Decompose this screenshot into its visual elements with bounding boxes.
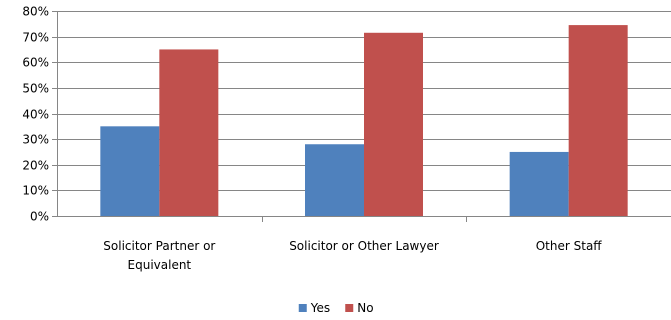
bars [100, 25, 628, 216]
legend-label-no: No [357, 301, 373, 315]
category-label: Solicitor Partner or [103, 239, 215, 253]
category-label: Solicitor or Other Lawyer [289, 239, 439, 253]
legend-label-yes: Yes [310, 301, 330, 315]
bar-yes-2 [509, 151, 569, 216]
y-tick-label: 10% [22, 184, 49, 198]
y-tick-label: 80% [22, 5, 49, 19]
y-tick-label: 40% [22, 108, 49, 122]
legend-swatch-yes [298, 304, 307, 312]
bar-no-1 [364, 32, 423, 216]
y-tick-label: 60% [22, 56, 49, 70]
legend-swatch-no [345, 304, 354, 312]
axes [52, 11, 671, 222]
category-label: Equivalent [128, 258, 192, 272]
y-tick-label: 0% [30, 210, 49, 224]
y-tick-label: 70% [22, 31, 49, 45]
bar-yes-0 [100, 126, 160, 216]
y-tick-label: 20% [22, 159, 49, 173]
y-tick-labels: 0% 10% 20% 30% 40% 50% 60% 70% 80% [22, 5, 49, 224]
category-labels: Solicitor Partner or Equivalent Solicitor … [103, 239, 602, 272]
category-label: Other Staff [536, 239, 603, 253]
y-tick-label: 50% [22, 82, 49, 96]
bar-no-2 [568, 25, 628, 216]
bar-yes-1 [305, 144, 364, 216]
legend: Yes No [298, 301, 374, 315]
bar-no-0 [159, 49, 219, 216]
y-tick-label: 30% [22, 133, 49, 147]
